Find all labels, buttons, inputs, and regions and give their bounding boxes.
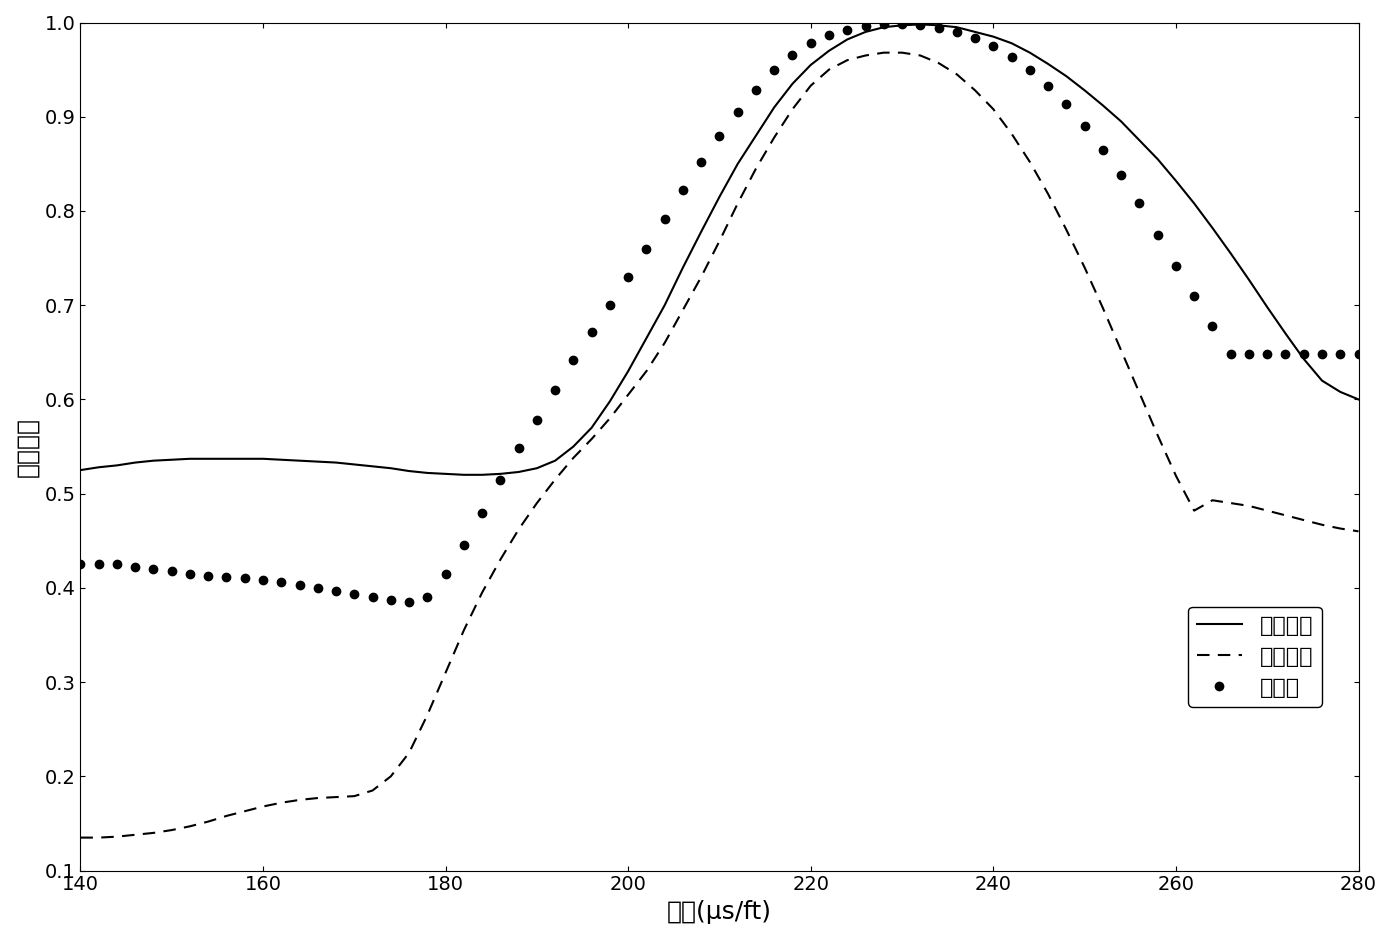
- 含反射波: [693, 271, 710, 283]
- 滤波后: [1258, 348, 1275, 360]
- Line: 滤波后: 滤波后: [77, 21, 1363, 607]
- 滤波后: [857, 21, 874, 32]
- 滤波后: [876, 19, 892, 30]
- 含反射波: [1350, 526, 1367, 537]
- 原来波形: [711, 192, 728, 203]
- 原来波形: [857, 26, 874, 38]
- 滤波后: [711, 130, 728, 141]
- Legend: 原来波形, 含反射波, 滤波后: 原来波形, 含反射波, 滤波后: [1189, 607, 1322, 707]
- Line: 含反射波: 含反射波: [81, 53, 1359, 838]
- 原来波形: [912, 19, 928, 30]
- 原来波形: [1258, 301, 1275, 313]
- 滤波后: [401, 596, 418, 608]
- 滤波后: [72, 559, 89, 570]
- 滤波后: [1314, 348, 1331, 360]
- Y-axis label: 相关系数: 相关系数: [15, 417, 39, 476]
- 原来波形: [455, 470, 472, 481]
- 滤波后: [109, 559, 125, 570]
- 含反射波: [437, 667, 454, 678]
- 含反射波: [839, 54, 856, 66]
- 滤波后: [255, 575, 271, 586]
- X-axis label: 慢度(μs/ft): 慢度(μs/ft): [667, 900, 773, 924]
- 原来波形: [72, 465, 89, 476]
- 含反射波: [72, 832, 89, 843]
- 滤波后: [1350, 348, 1367, 360]
- 原来波形: [255, 454, 271, 465]
- 含反射波: [1058, 224, 1075, 236]
- 含反射波: [876, 47, 892, 58]
- 含反射波: [109, 831, 125, 842]
- 原来波形: [109, 460, 125, 471]
- 原来波形: [1350, 393, 1367, 405]
- 原来波形: [1314, 375, 1331, 386]
- Line: 原来波形: 原来波形: [81, 24, 1359, 475]
- 含反射波: [1296, 515, 1313, 526]
